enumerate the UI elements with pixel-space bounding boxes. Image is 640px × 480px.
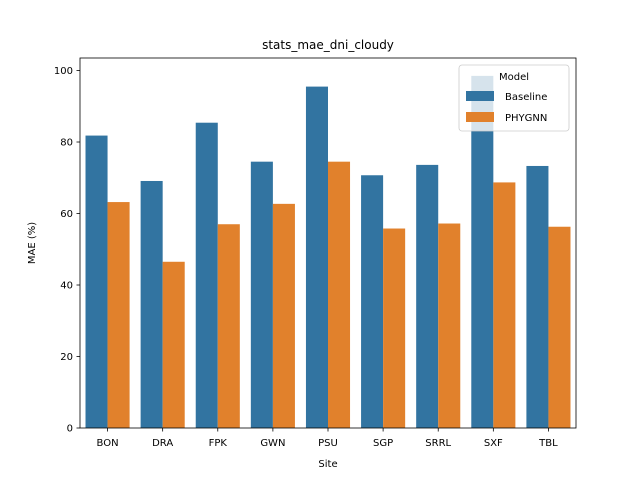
bars-group (85, 75, 571, 429)
x-axis-label: Site (318, 459, 337, 470)
bar-phygnn-sgp (383, 228, 406, 428)
y-tick-label: 20 (60, 352, 73, 363)
x-tick-label: FPK (209, 438, 228, 449)
bar-phygnn-srrl (438, 223, 461, 428)
legend-label-baseline: Baseline (505, 92, 547, 103)
legend-title: Model (499, 72, 529, 83)
legend-swatch-phygnn (466, 112, 494, 122)
x-tick-label: SXF (484, 438, 503, 449)
bar-baseline-sgp (361, 175, 384, 428)
y-tick-label: 60 (60, 209, 73, 220)
bar-phygnn-fpk (217, 224, 240, 428)
x-tick-label: BON (97, 438, 119, 449)
y-tick-label: 100 (54, 66, 73, 77)
bar-baseline-sxf (471, 75, 494, 429)
bar-baseline-gwn (250, 161, 273, 428)
bar-phygnn-psu (328, 161, 351, 428)
legend: Model Baseline PHYGNN (458, 64, 570, 132)
chart-title: stats_mae_dni_cloudy (262, 38, 394, 52)
bar-baseline-dra (140, 180, 163, 428)
bar-phygnn-bon (107, 202, 130, 428)
legend-swatch-baseline (466, 91, 494, 101)
y-axis-label: MAE (%) (27, 222, 38, 264)
x-tick-label: SGP (373, 438, 393, 449)
y-axis-ticks: 0 20 40 60 80 100 (54, 66, 80, 435)
y-tick-label: 80 (60, 138, 73, 149)
y-tick-label: 0 (67, 424, 73, 435)
bar-baseline-fpk (195, 122, 218, 428)
bar-baseline-psu (305, 86, 328, 429)
plot-frame (79, 57, 577, 429)
bar-baseline-bon (85, 135, 108, 428)
bar-phygnn-tbl (548, 226, 571, 428)
x-tick-label: SRRL (425, 438, 451, 449)
x-tick-label: TBL (538, 438, 558, 449)
bar-baseline-srrl (416, 164, 439, 428)
bar-phygnn-dra (162, 261, 185, 428)
y-tick-label: 40 (60, 281, 73, 292)
x-tick-label: DRA (152, 438, 173, 449)
x-tick-label: PSU (318, 438, 338, 449)
bar-phygnn-gwn (272, 203, 295, 428)
legend-label-phygnn: PHYGNN (505, 113, 547, 124)
x-tick-label: GWN (260, 438, 285, 449)
bar-baseline-tbl (526, 165, 549, 428)
bar-phygnn-sxf (493, 182, 516, 428)
x-axis-ticks: BON DRA FPK GWN PSU SGP SRRL SXF TBL (97, 428, 558, 449)
